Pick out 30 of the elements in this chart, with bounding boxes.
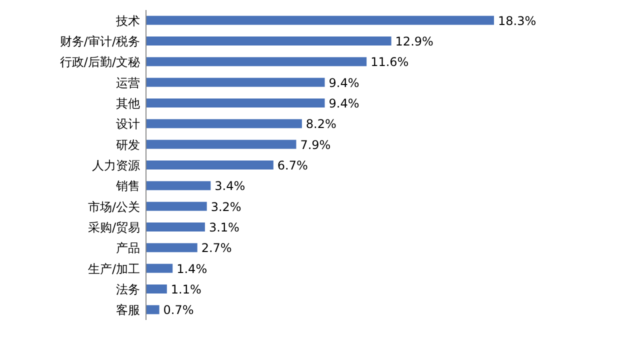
y-tick-label: 采购/贸易 <box>88 220 140 234</box>
y-tick-label: 技术 <box>115 14 140 28</box>
data-label: 2.7% <box>201 241 232 256</box>
y-tick-label: 行政/后勤/文秘 <box>60 55 140 70</box>
data-label: 1.1% <box>170 282 202 296</box>
data-label: 6.7% <box>277 158 308 172</box>
data-label: 9.4% <box>328 96 360 110</box>
y-tick-label: 市场/公关 <box>88 200 140 214</box>
y-tick-label: 财务/审计/税务 <box>60 34 140 48</box>
data-label: 8.2% <box>306 117 336 132</box>
data-label: 11.6% <box>370 55 409 70</box>
data-label: 3.4% <box>214 179 246 194</box>
data-label: 1.4% <box>176 262 208 276</box>
y-tick-label: 客服 <box>116 303 140 318</box>
y-tick-label: 研发 <box>116 138 140 152</box>
data-label: 12.9% <box>395 34 434 48</box>
data-label: 0.7% <box>163 303 194 318</box>
y-tick-label: 运营 <box>116 76 140 90</box>
y-tick-label: 设计 <box>116 117 140 132</box>
y-tick-label: 其他 <box>116 96 140 110</box>
y-tick-label: 法务 <box>116 282 140 296</box>
y-tick-label: 销售 <box>115 179 140 194</box>
data-label: 18.3% <box>498 14 536 28</box>
data-label: 3.1% <box>208 220 240 234</box>
y-tick-label: 人力资源 <box>92 158 140 172</box>
data-label: 9.4% <box>328 76 360 90</box>
y-tick-label: 生产/加工 <box>88 262 140 276</box>
y-tick-label: 产品 <box>116 241 140 256</box>
data-label: 7.9% <box>300 138 331 152</box>
data-label: 3.2% <box>210 200 242 214</box>
